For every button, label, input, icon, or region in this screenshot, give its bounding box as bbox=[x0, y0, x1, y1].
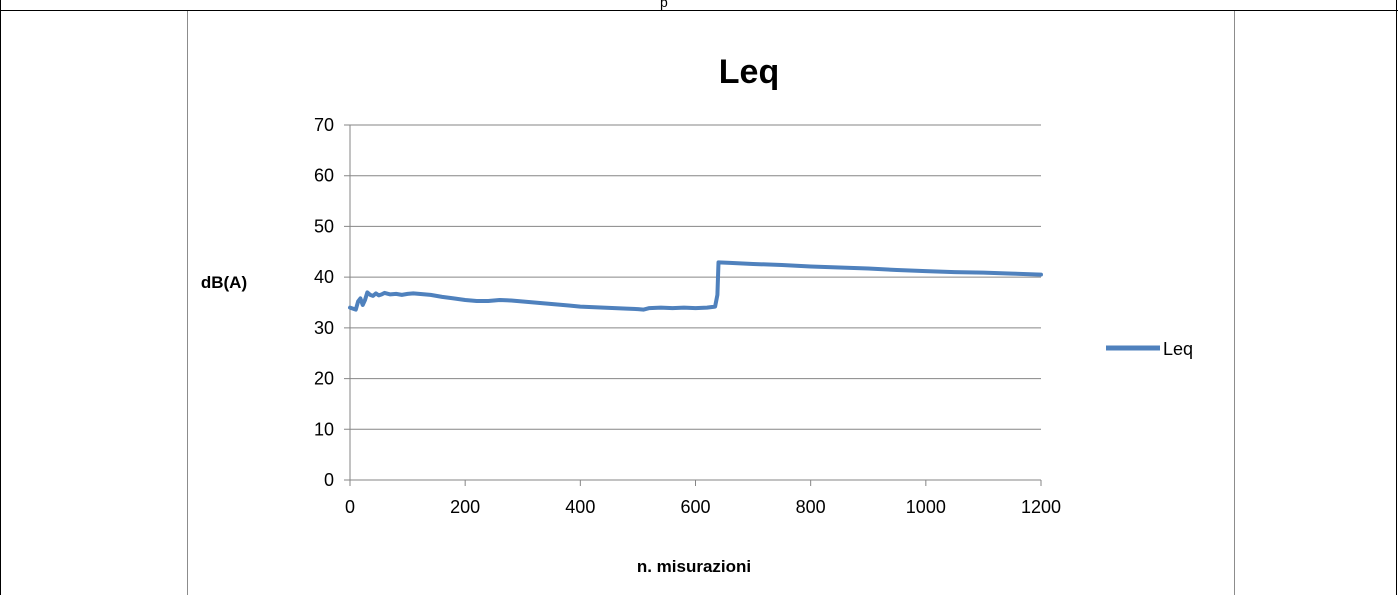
y-axis-label: dB(A) bbox=[201, 273, 247, 292]
y-tick-label: 20 bbox=[314, 369, 334, 389]
leq-chart: Leq dB(A) n. misurazioni 0 10 20 30 40 50 60 70… bbox=[201, 53, 1193, 576]
legend-label: Leq bbox=[1163, 339, 1193, 359]
legend: Leq bbox=[1106, 339, 1193, 359]
series-layer bbox=[348, 260, 1043, 312]
y-tick-label: 60 bbox=[314, 166, 334, 186]
x-tick-label: 0 bbox=[345, 497, 355, 517]
x-tick-label: 400 bbox=[565, 497, 595, 517]
gridlines bbox=[344, 124, 1042, 486]
table-top-border bbox=[0, 10, 1398, 11]
x-tick-label: 600 bbox=[680, 497, 710, 517]
y-tick-label: 50 bbox=[314, 216, 334, 236]
tick-labels: 0 10 20 30 40 50 60 70 0 200 400 600 800 1000 1200 bbox=[314, 115, 1061, 517]
chart-area: Leq dB(A) n. misurazioni 0 10 20 30 40 50 60 70… bbox=[187, 11, 1235, 595]
y-tick-label: 10 bbox=[314, 419, 334, 439]
x-tick-label: 800 bbox=[796, 497, 826, 517]
chart-title: Leq bbox=[719, 53, 779, 91]
y-tick-label: 40 bbox=[314, 267, 334, 287]
x-tick-label: 1000 bbox=[906, 497, 946, 517]
x-tick-label: 1200 bbox=[1021, 497, 1061, 517]
x-axis-label: n. misurazioni bbox=[637, 557, 751, 576]
y-tick-label: 0 bbox=[324, 470, 334, 490]
x-tick-label: 200 bbox=[450, 497, 480, 517]
series-line-leq bbox=[348, 260, 1043, 312]
y-tick-label: 70 bbox=[314, 115, 334, 135]
y-tick-label: 30 bbox=[314, 318, 334, 338]
header-cell-text: p bbox=[660, 0, 668, 10]
